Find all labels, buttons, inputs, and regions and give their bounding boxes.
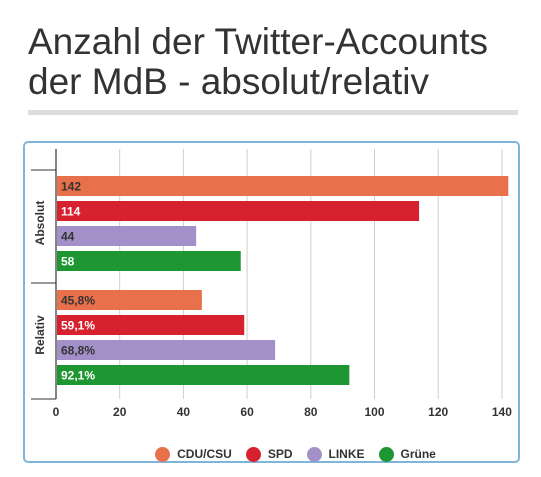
legend-item: LINKE [306,446,365,462]
title-line-2: der MdB - absolut/relativ [28,61,430,102]
chart-legend: CDU/CSU SPD LINKE Grüne [25,444,541,464]
legend-swatch [378,446,394,462]
legend-label: SPD [267,447,293,461]
bar [57,365,350,385]
chart-frame: 0 20 40 60 80 100 120 140 Absolut 142 114 44 58 Relat… [23,141,520,463]
x-tick-label: 140 [492,405,512,419]
data-label: 68,8% [61,344,95,358]
data-label: 58 [61,255,75,269]
group-label: Relativ [33,315,47,355]
x-tick-label: 40 [177,405,191,419]
legend-label: Grüne [400,447,436,461]
x-tick-label: 60 [240,405,254,419]
data-label: 114 [61,205,81,219]
title-line-1: Anzahl der Twitter-Accounts [28,21,488,62]
legend-swatch [306,446,322,462]
bar [57,340,276,360]
x-tick-label: 100 [364,405,384,419]
x-tick-label: 20 [113,405,127,419]
x-tick-label: 0 [53,405,60,419]
data-label: 45,8% [61,294,95,308]
legend-item: SPD [245,446,293,462]
title-underline [28,110,518,115]
data-label: 59,1% [61,319,95,333]
legend-swatch [245,446,261,462]
bar [57,251,241,271]
bar [57,176,509,196]
bar [57,201,420,221]
group-label: Absolut [33,201,47,246]
bar [57,315,245,335]
chart-title: Anzahl der Twitter-Accounts der MdB - ab… [28,22,528,102]
legend-item: Grüne [378,446,436,462]
legend-label: CDU/CSU [177,447,232,461]
legend-item: CDU/CSU [155,446,232,462]
data-label: 142 [61,180,81,194]
bar [57,290,202,310]
data-label: 92,1% [61,369,95,383]
x-tick-label: 80 [304,405,318,419]
legend-swatch [155,446,171,462]
legend-label: LINKE [328,447,365,461]
bar-chart: 0 20 40 60 80 100 120 140 Absolut 142 114 44 58 Relat… [31,149,512,419]
data-label: 44 [61,230,75,244]
bar [57,226,197,246]
x-tick-label: 120 [428,405,448,419]
